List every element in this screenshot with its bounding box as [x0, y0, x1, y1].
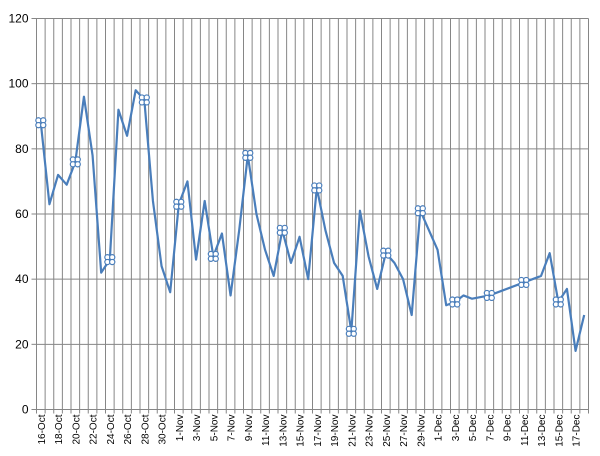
data-marker: [518, 276, 530, 289]
x-tick-label: 1-Dec: [434, 415, 445, 442]
y-tick-label: 120: [8, 12, 28, 26]
data-marker: [552, 296, 564, 308]
x-tick-label: 5-Nov: [209, 415, 220, 442]
marker-lobe: [488, 294, 495, 302]
marker-lobe: [178, 203, 185, 210]
data-marker: [69, 156, 81, 168]
x-tick-label: 9-Nov: [244, 415, 255, 442]
x-tick-label: 15-Nov: [296, 415, 307, 447]
x-tick-label: 16-Oct: [37, 414, 48, 444]
x-axis-tick-labels: 16-Oct 18-Oct 20-Oct 22-Oct 24-Oct 26-Oct 28-O…: [37, 414, 583, 446]
data-marker: [276, 224, 288, 236]
data-marker: [173, 198, 185, 210]
data-marker: [35, 117, 47, 129]
x-tick-label: 5-Dec: [468, 415, 479, 442]
grid-lines: [36, 18, 589, 410]
x-tick-label: 25-Nov: [382, 415, 393, 447]
x-tick-label: 28-Oct: [140, 414, 151, 444]
x-tick-label: 24-Oct: [106, 414, 117, 444]
x-tick-label: 23-Nov: [365, 415, 376, 447]
marker-lobe: [212, 255, 219, 262]
marker-lobe: [557, 301, 564, 308]
axes: [31, 18, 589, 414]
x-tick-label: 13-Nov: [278, 415, 289, 447]
x-tick-label: 11-Nov: [261, 415, 272, 447]
marker-lobe: [316, 187, 323, 194]
data-marker: [104, 254, 116, 266]
y-tick-label: 20: [15, 337, 29, 351]
x-tick-label: 7-Dec: [485, 415, 496, 442]
y-tick-label: 60: [15, 207, 29, 221]
marker-lobe: [74, 161, 81, 168]
y-tick-label: 80: [15, 142, 29, 156]
marker-lobe: [281, 229, 288, 236]
x-tick-label: 17-Dec: [572, 415, 583, 447]
x-tick-label: 30-Oct: [158, 414, 169, 444]
marker-lobe: [40, 121, 47, 129]
data-marker: [138, 94, 150, 106]
x-tick-label: 19-Nov: [330, 415, 341, 447]
x-tick-label: 3-Dec: [451, 415, 462, 442]
x-tick-label: 21-Nov: [347, 415, 358, 447]
x-tick-label: 13-Dec: [537, 415, 548, 447]
x-tick-label: 15-Dec: [554, 415, 565, 447]
marker-lobe: [143, 99, 150, 106]
x-tick-label: 22-Oct: [89, 414, 100, 444]
data-marker: [345, 325, 357, 337]
x-tick-label: 26-Oct: [123, 414, 134, 444]
marker-lobe: [523, 281, 530, 289]
x-tick-label: 17-Nov: [313, 415, 324, 447]
data-marker: [207, 250, 219, 262]
y-tick-label: 100: [8, 77, 28, 91]
data-marker: [380, 247, 392, 259]
data-marker: [483, 289, 495, 302]
x-tick-label: 29-Nov: [416, 415, 427, 447]
marker-lobe: [419, 209, 426, 217]
data-marker: [449, 296, 461, 308]
data-marker: [311, 182, 323, 194]
data-marker: [414, 205, 426, 217]
y-tick-label: 40: [15, 272, 29, 286]
x-tick-label: 9-Dec: [503, 415, 514, 442]
y-tick-label: 0: [22, 403, 29, 417]
marker-lobe: [109, 258, 116, 266]
data-marker: [242, 149, 254, 161]
marker-lobe: [454, 301, 461, 308]
x-tick-label: 7-Nov: [227, 415, 238, 442]
x-tick-label: 27-Nov: [399, 415, 410, 447]
x-tick-label: 3-Nov: [192, 415, 203, 442]
y-axis-tick-labels: 0 20 40 60 80 100 120: [8, 12, 28, 417]
x-tick-label: 11-Dec: [520, 415, 531, 447]
series-group: [35, 89, 586, 352]
x-tick-label: 20-Oct: [71, 414, 82, 444]
marker-lobe: [350, 330, 357, 337]
x-tick-label: 1-Nov: [175, 415, 186, 442]
marker-lobe: [385, 252, 392, 259]
marker-lobe: [247, 154, 254, 161]
x-tick-label: 18-Oct: [54, 414, 65, 444]
